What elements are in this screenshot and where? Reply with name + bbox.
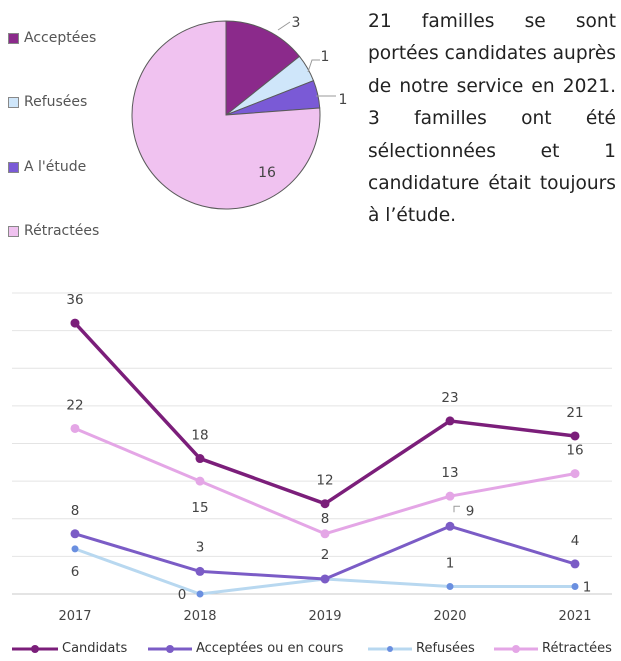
data-label: 4	[571, 533, 580, 549]
data-label: 15	[191, 500, 208, 516]
line-legend: Candidats Acceptées ou en cours Refusées…	[0, 641, 621, 661]
line-legend-item-candidats: Candidats	[12, 641, 127, 656]
line-legend-label: Refusées	[416, 641, 475, 656]
pie-legend-label: Refusées	[24, 94, 88, 110]
data-point	[70, 423, 80, 433]
data-point	[570, 469, 580, 479]
legend-marker	[494, 644, 538, 653]
pie-legend-label: A l'étude	[24, 159, 87, 175]
pie-legend-label: Rétractées	[24, 223, 100, 239]
data-point	[571, 582, 579, 590]
data-point	[570, 559, 580, 569]
data-point	[195, 566, 205, 576]
data-point	[195, 476, 205, 486]
pie-data-label: 1	[321, 49, 330, 65]
label-leader-line	[453, 505, 460, 513]
data-point	[71, 545, 79, 553]
x-tick-label: 2019	[308, 609, 341, 624]
data-point	[445, 416, 455, 426]
data-label: 6	[71, 564, 80, 580]
pie-legend-swatch	[8, 161, 19, 173]
data-point	[320, 529, 330, 539]
data-label: 3	[196, 539, 205, 555]
data-label: 9	[466, 503, 475, 519]
data-point	[70, 318, 80, 328]
pie-legend-item-refusees: Refusées	[8, 94, 87, 110]
data-label: 8	[71, 503, 80, 519]
data-label: 2	[321, 547, 330, 563]
data-label: 8	[321, 511, 330, 527]
legend-marker	[148, 644, 192, 653]
data-label: 13	[441, 465, 458, 481]
data-label: 36	[66, 292, 83, 308]
pie-slice	[131, 20, 321, 210]
data-label: 0	[178, 587, 187, 603]
data-label: 22	[66, 397, 83, 413]
pie-data-label: 3	[292, 15, 301, 31]
pie-legend-item-acceptees: Acceptées	[8, 30, 96, 46]
data-point	[320, 499, 330, 509]
pie-legend-item-etude: A l'étude	[8, 159, 86, 175]
data-point	[70, 529, 80, 539]
x-tick-label: 2017	[58, 609, 91, 624]
data-point	[446, 582, 454, 590]
pie-data-label: 16	[258, 165, 276, 181]
x-tick-label: 2021	[558, 609, 591, 624]
data-label: 18	[191, 428, 208, 444]
pie-slice	[225, 20, 301, 117]
data-label: 23	[441, 390, 458, 406]
data-point	[445, 521, 455, 531]
pie-chart: 3 1 1 16	[131, 15, 348, 210]
data-point	[570, 431, 580, 441]
line-legend-item-refusees: Refusées	[368, 641, 475, 656]
legend-marker	[12, 644, 58, 653]
description-paragraph: 21 familles se sont portées candidates a…	[368, 6, 616, 233]
data-label: 1	[583, 579, 592, 595]
line-chart: 2017 2018 2019 2020 2021 36 18 12 23 21 8 3 2 9 4 6 0 1 1 2…	[12, 292, 612, 624]
pie-legend-swatch	[8, 32, 19, 44]
data-label: 21	[566, 405, 583, 421]
data-label: 12	[316, 473, 333, 489]
line-legend-label: Rétractées	[542, 641, 612, 656]
pie-leader-line	[277, 21, 291, 31]
pie-data-label: 1	[339, 92, 348, 108]
data-label: 16	[566, 443, 583, 459]
pie-legend-label: Acceptées	[24, 30, 97, 46]
line-legend-label: Acceptées ou en cours	[196, 641, 344, 656]
line-legend-label: Candidats	[62, 641, 128, 656]
data-point	[195, 454, 205, 464]
legend-marker	[368, 645, 412, 652]
x-tick-label: 2018	[183, 609, 216, 624]
pie-leader-line	[307, 59, 320, 73]
pie-legend-item-retractees: Rétractées	[8, 223, 99, 239]
line-legend-item-retractees: Rétractées	[494, 641, 612, 656]
data-label: 1	[446, 555, 455, 571]
x-tick-label: 2020	[433, 609, 466, 624]
pie-legend-swatch	[8, 96, 19, 108]
data-point	[320, 574, 330, 584]
data-point	[445, 491, 455, 501]
pie-legend-swatch	[8, 225, 19, 237]
line-legend-item-acceptees: Acceptées ou en cours	[148, 641, 343, 656]
description-text: 21 familles se sont portées candidates a…	[368, 11, 616, 227]
data-point	[196, 590, 204, 598]
